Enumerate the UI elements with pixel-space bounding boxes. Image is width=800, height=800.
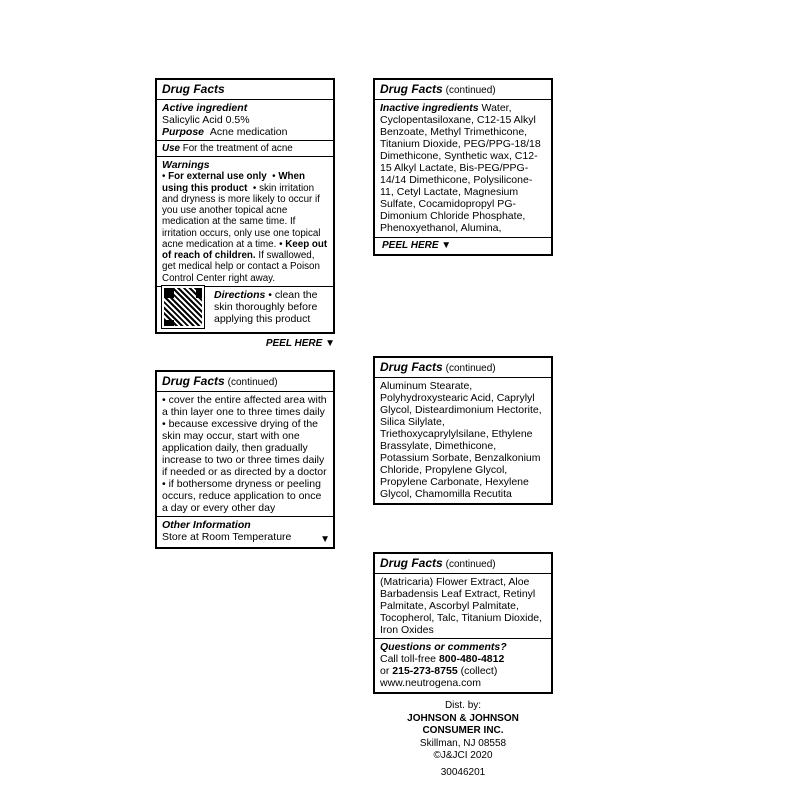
dist-line: ©J&JCI 2020 xyxy=(373,750,553,763)
active-ingredient-text: Salicylic Acid 0.5% xyxy=(162,114,328,126)
product-code: 30046201 xyxy=(373,767,553,780)
other-info-line: Other Information Store at Room Temperat… xyxy=(162,519,328,543)
use-line: Use For the treatment of acne xyxy=(162,143,328,154)
ingredients-continued: Aluminum Stearate, Polyhydroxystearic Ac… xyxy=(380,380,546,501)
panel-title-row: Drug Facts (continued) xyxy=(380,361,546,375)
questions-block: Questions or comments? Call toll-free 80… xyxy=(380,641,546,689)
panel-title-row: Drug Facts (continued) xyxy=(380,83,546,97)
drug-facts-panel-5: Drug Facts (continued) (Matricaria) Flow… xyxy=(373,552,553,694)
panel-title: Drug Facts xyxy=(162,83,328,97)
drug-facts-panel-2: Drug Facts (continued) • cover the entir… xyxy=(155,370,335,549)
active-ingredient-line: Active ingredient xyxy=(162,102,328,114)
dist-line: Dist. by: xyxy=(373,700,553,713)
qr-code-icon xyxy=(162,286,204,328)
peel-here-label-1: PEEL HERE ▼ xyxy=(155,338,335,349)
continue-arrow-icon: ▼ xyxy=(320,534,330,546)
panel-title-row: Drug Facts (continued) xyxy=(380,557,546,571)
inactive-ingredients: Inactive ingredients Water, Cyclopentasi… xyxy=(380,102,546,235)
panel-title-row: Drug Facts (continued) xyxy=(162,375,328,389)
peel-here-label-2: PEEL HERE ▼ xyxy=(382,240,451,252)
dist-line: Skillman, NJ 08558 xyxy=(373,738,553,751)
dist-line: JOHNSON & JOHNSON xyxy=(373,713,553,726)
dist-line: CONSUMER INC. xyxy=(373,725,553,738)
drug-facts-panel-4: Drug Facts (continued) Aluminum Stearate… xyxy=(373,356,553,505)
ingredients-final: (Matricaria) Flower Extract, Aloe Barbad… xyxy=(380,576,546,636)
drug-facts-panel-3: Drug Facts (continued) Inactive ingredie… xyxy=(373,78,553,256)
directions-continued: • cover the entire affected area with a … xyxy=(162,394,328,515)
distributor-block: Dist. by: JOHNSON & JOHNSON CONSUMER INC… xyxy=(373,700,553,779)
warnings-head: Warnings xyxy=(162,159,328,171)
purpose-line: Purpose Acne medication xyxy=(162,126,328,138)
warnings-body: • For external use only • When using thi… xyxy=(162,171,328,284)
